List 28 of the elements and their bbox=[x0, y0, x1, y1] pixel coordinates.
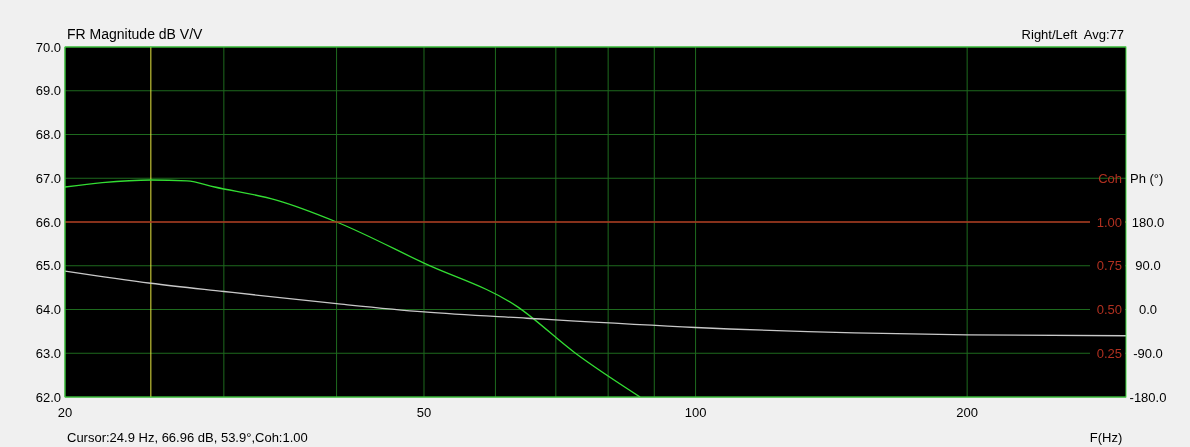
y3-tick-label: 0.75 bbox=[1096, 258, 1122, 274]
y3-tick-label: 1.00 bbox=[1096, 214, 1122, 230]
y3-tick-label: 0.50 bbox=[1096, 302, 1122, 318]
chart-subtitle: Right/Left Avg:77 bbox=[1021, 27, 1124, 42]
y2-tick-label: 0.0 bbox=[1138, 302, 1158, 318]
y3-axis-title: Coh bbox=[1098, 170, 1122, 186]
y2-tick-label: -90.0 bbox=[1133, 345, 1163, 361]
y-tick-label: 64.0 bbox=[35, 302, 61, 318]
y-tick-label: 65.0 bbox=[35, 258, 61, 274]
y2-tick-label: 90.0 bbox=[1135, 258, 1161, 274]
y-tick-label: 68.0 bbox=[35, 127, 61, 143]
x-axis-title: F(Hz) bbox=[1089, 430, 1123, 445]
x-tick-label: 50 bbox=[416, 405, 432, 420]
x-tick-label: 200 bbox=[956, 405, 978, 420]
x-tick-label: 100 bbox=[684, 405, 707, 420]
y-tick-label: 66.0 bbox=[35, 214, 61, 230]
y-tick-label: 63.0 bbox=[35, 345, 61, 361]
y-tick-label: 62.0 bbox=[35, 389, 61, 405]
x-tick-label: 20 bbox=[57, 405, 73, 420]
y-tick-label: 69.0 bbox=[35, 83, 61, 99]
y-tick-label: 70.0 bbox=[35, 39, 61, 55]
y2-tick-label: 180.0 bbox=[1131, 214, 1165, 230]
text: Cursor:24.9 Hz, 66.96 dB, 53.9°,Coh:1.00 bbox=[67, 430, 308, 445]
chart-title: FR Magnitude dB V/V bbox=[67, 26, 204, 42]
y-tick-label: 67.0 bbox=[35, 170, 61, 186]
y2-tick-label: -180.0 bbox=[1129, 389, 1167, 405]
y2-axis-title: Ph (°) bbox=[1130, 170, 1164, 186]
y3-tick-label: 0.25 bbox=[1096, 345, 1122, 361]
